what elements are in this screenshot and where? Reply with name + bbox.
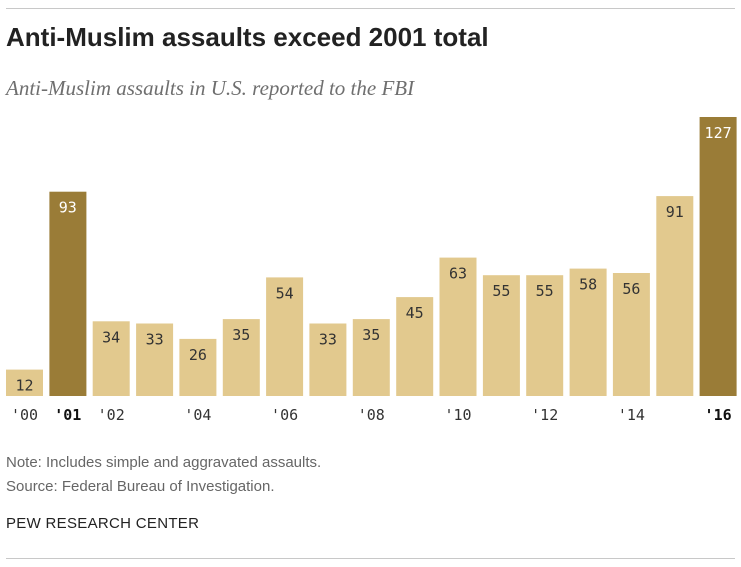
x-tick-label: '16 — [705, 406, 732, 424]
bar-value-label: 12 — [15, 377, 33, 395]
chart-title: Anti-Muslim assaults exceed 2001 total — [6, 22, 489, 52]
bar-13 — [569, 268, 607, 396]
bar-value-label: 45 — [406, 304, 424, 322]
bar-11 — [482, 275, 520, 396]
bar-07 — [309, 323, 347, 396]
x-tick-label: '02 — [98, 406, 125, 424]
bar-value-label: 93 — [59, 199, 77, 217]
bar-06 — [266, 277, 304, 396]
bottom-rule — [6, 558, 735, 559]
bar-value-label: 35 — [232, 326, 250, 344]
bar-03 — [136, 323, 174, 396]
x-tick-label: '14 — [618, 406, 645, 424]
bar-value-label: 91 — [666, 203, 684, 221]
bar-09 — [396, 297, 434, 396]
bar-05 — [222, 319, 260, 396]
bar-value-label: 55 — [492, 282, 510, 300]
bar-15 — [656, 196, 694, 396]
bar-value-label: 33 — [319, 331, 337, 349]
bar-04 — [179, 338, 217, 396]
x-tick-label: '00 — [11, 406, 38, 424]
organization-name: PEW RESEARCH CENTER — [6, 515, 200, 532]
bar-10 — [439, 257, 477, 396]
bar-value-label: 35 — [362, 326, 380, 344]
x-tick-label: '01 — [54, 406, 81, 424]
x-tick-label: '10 — [444, 406, 471, 424]
bar-chart: 12 '00 93 '01 34 '02 33 26 '04 35 54 '06 33 35 '08 45 63… — [6, 117, 737, 424]
bar-value-label: 33 — [146, 331, 164, 349]
top-rule — [6, 8, 735, 9]
bar-value-label: 26 — [189, 346, 207, 364]
bar-00 — [6, 369, 43, 396]
bar-16 — [699, 117, 737, 396]
bar-value-label: 55 — [536, 282, 554, 300]
chart-note: Note: Includes simple and aggravated ass… — [6, 454, 322, 471]
bar-08 — [352, 319, 390, 396]
x-tick-label: '08 — [358, 406, 385, 424]
chart-subtitle: Anti-Muslim assaults in U.S. reported to… — [6, 76, 415, 100]
x-tick-label: '12 — [531, 406, 558, 424]
bar-02 — [92, 321, 130, 396]
bar-value-label: 58 — [579, 276, 597, 294]
x-tick-label: '04 — [184, 406, 211, 424]
bar-value-label: 127 — [705, 124, 732, 142]
chart-source: Source: Federal Bureau of Investigation. — [6, 478, 275, 495]
bar-value-label: 34 — [102, 328, 120, 346]
bar-value-label: 56 — [622, 280, 640, 298]
bar-value-label: 63 — [449, 265, 467, 283]
bar-14 — [612, 273, 650, 396]
bar-value-label: 54 — [276, 284, 294, 302]
bar-01 — [49, 191, 87, 396]
bar-12 — [526, 275, 564, 396]
x-tick-label: '06 — [271, 406, 298, 424]
